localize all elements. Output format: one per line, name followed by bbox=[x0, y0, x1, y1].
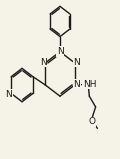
Text: NH: NH bbox=[83, 80, 96, 89]
Text: N: N bbox=[40, 58, 46, 67]
Text: N: N bbox=[73, 80, 80, 89]
Text: O: O bbox=[89, 117, 96, 126]
Text: N: N bbox=[57, 47, 63, 56]
Text: N: N bbox=[74, 58, 80, 67]
Text: N: N bbox=[6, 90, 12, 99]
